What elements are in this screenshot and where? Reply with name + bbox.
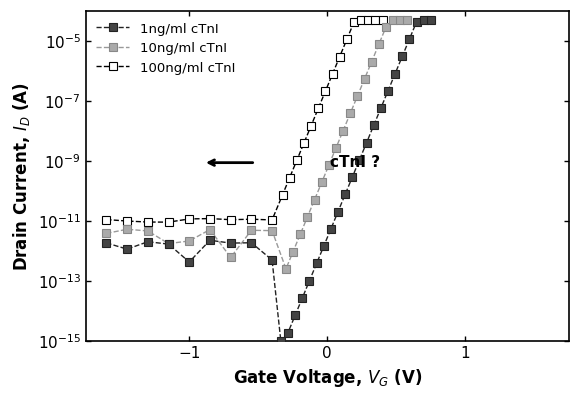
- 1ng/ml cTnI: [392, 71, 398, 76]
- 100ng/ml cTnI: [286, 175, 293, 180]
- 1ng/ml cTnI: [420, 18, 427, 22]
- 10ng/ml cTnI: [318, 180, 325, 185]
- 100ng/ml cTnI: [103, 217, 110, 222]
- 10ng/ml cTnI: [325, 163, 332, 168]
- 10ng/ml cTnI: [144, 228, 151, 233]
- 10ng/ml cTnI: [206, 227, 213, 232]
- Y-axis label: Drain Current, $I_D$ (A): Drain Current, $I_D$ (A): [11, 82, 32, 271]
- 1ng/ml cTnI: [427, 18, 434, 22]
- 100ng/ml cTnI: [124, 219, 130, 224]
- 100ng/ml cTnI: [293, 158, 300, 163]
- 1ng/ml cTnI: [299, 296, 306, 300]
- 1ng/ml cTnI: [186, 260, 193, 264]
- 10ng/ml cTnI: [103, 231, 110, 236]
- 100ng/ml cTnI: [165, 220, 172, 224]
- 1ng/ml cTnI: [342, 192, 349, 197]
- 100ng/ml cTnI: [315, 106, 322, 111]
- 100ng/ml cTnI: [379, 18, 386, 22]
- 100ng/ml cTnI: [343, 37, 350, 42]
- 100ng/ml cTnI: [279, 192, 286, 197]
- 1ng/ml cTnI: [144, 239, 151, 244]
- 10ng/ml cTnI: [361, 76, 368, 81]
- 100ng/ml cTnI: [322, 89, 329, 94]
- 1ng/ml cTnI: [277, 339, 284, 344]
- 1ng/ml cTnI: [124, 247, 130, 252]
- 100ng/ml cTnI: [300, 141, 307, 146]
- 1ng/ml cTnI: [385, 88, 392, 93]
- 100ng/ml cTnI: [144, 220, 151, 224]
- 1ng/ml cTnI: [227, 241, 234, 246]
- 1ng/ml cTnI: [103, 240, 110, 245]
- 100ng/ml cTnI: [336, 54, 343, 59]
- 1ng/ml cTnI: [269, 258, 276, 262]
- 1ng/ml cTnI: [406, 37, 413, 42]
- 10ng/ml cTnI: [227, 255, 234, 260]
- 10ng/ml cTnI: [304, 215, 311, 220]
- 100ng/ml cTnI: [365, 18, 372, 22]
- 1ng/ml cTnI: [349, 175, 356, 180]
- 1ng/ml cTnI: [335, 209, 342, 214]
- 10ng/ml cTnI: [368, 59, 375, 64]
- 10ng/ml cTnI: [124, 227, 130, 232]
- 1ng/ml cTnI: [206, 238, 213, 243]
- 10ng/ml cTnI: [332, 146, 339, 150]
- 1ng/ml cTnI: [327, 226, 334, 231]
- 10ng/ml cTnI: [165, 241, 172, 246]
- X-axis label: Gate Voltage, $V_G$ (V): Gate Voltage, $V_G$ (V): [233, 367, 422, 389]
- 100ng/ml cTnI: [372, 18, 379, 22]
- 10ng/ml cTnI: [347, 111, 354, 116]
- 100ng/ml cTnI: [248, 217, 255, 222]
- 10ng/ml cTnI: [375, 42, 382, 47]
- 1ng/ml cTnI: [165, 242, 172, 246]
- 1ng/ml cTnI: [413, 20, 420, 24]
- 10ng/ml cTnI: [289, 249, 296, 254]
- 10ng/ml cTnI: [282, 266, 289, 271]
- 1ng/ml cTnI: [292, 313, 299, 318]
- 10ng/ml cTnI: [297, 232, 304, 237]
- 10ng/ml cTnI: [248, 228, 255, 233]
- 1ng/ml cTnI: [356, 158, 363, 162]
- 10ng/ml cTnI: [340, 128, 347, 133]
- 10ng/ml cTnI: [397, 18, 404, 22]
- 10ng/ml cTnI: [382, 25, 389, 30]
- Line: 100ng/ml cTnI: 100ng/ml cTnI: [102, 16, 387, 226]
- 100ng/ml cTnI: [186, 216, 193, 221]
- 1ng/ml cTnI: [248, 240, 255, 245]
- 1ng/ml cTnI: [363, 140, 370, 145]
- 10ng/ml cTnI: [390, 18, 397, 22]
- 1ng/ml cTnI: [320, 244, 327, 249]
- 10ng/ml cTnI: [269, 228, 276, 233]
- 1ng/ml cTnI: [399, 54, 406, 59]
- 1ng/ml cTnI: [313, 261, 320, 266]
- 100ng/ml cTnI: [307, 123, 314, 128]
- Legend: 1ng/ml cTnI, 10ng/ml cTnI, 100ng/ml cTnI: 1ng/ml cTnI, 10ng/ml cTnI, 100ng/ml cTnI: [92, 18, 239, 79]
- 100ng/ml cTnI: [227, 217, 234, 222]
- 1ng/ml cTnI: [285, 330, 292, 335]
- 100ng/ml cTnI: [269, 218, 276, 222]
- 100ng/ml cTnI: [329, 72, 336, 76]
- Line: 10ng/ml cTnI: 10ng/ml cTnI: [102, 16, 412, 273]
- 100ng/ml cTnI: [350, 20, 357, 24]
- 10ng/ml cTnI: [186, 238, 193, 243]
- 10ng/ml cTnI: [311, 197, 318, 202]
- Text: cTnI ?: cTnI ?: [330, 155, 380, 170]
- Line: 1ng/ml cTnI: 1ng/ml cTnI: [102, 16, 435, 346]
- 10ng/ml cTnI: [404, 18, 411, 22]
- 100ng/ml cTnI: [358, 18, 365, 22]
- 1ng/ml cTnI: [378, 106, 385, 110]
- 100ng/ml cTnI: [206, 216, 213, 221]
- 10ng/ml cTnI: [354, 94, 361, 98]
- 1ng/ml cTnI: [370, 123, 377, 128]
- 1ng/ml cTnI: [306, 278, 313, 283]
